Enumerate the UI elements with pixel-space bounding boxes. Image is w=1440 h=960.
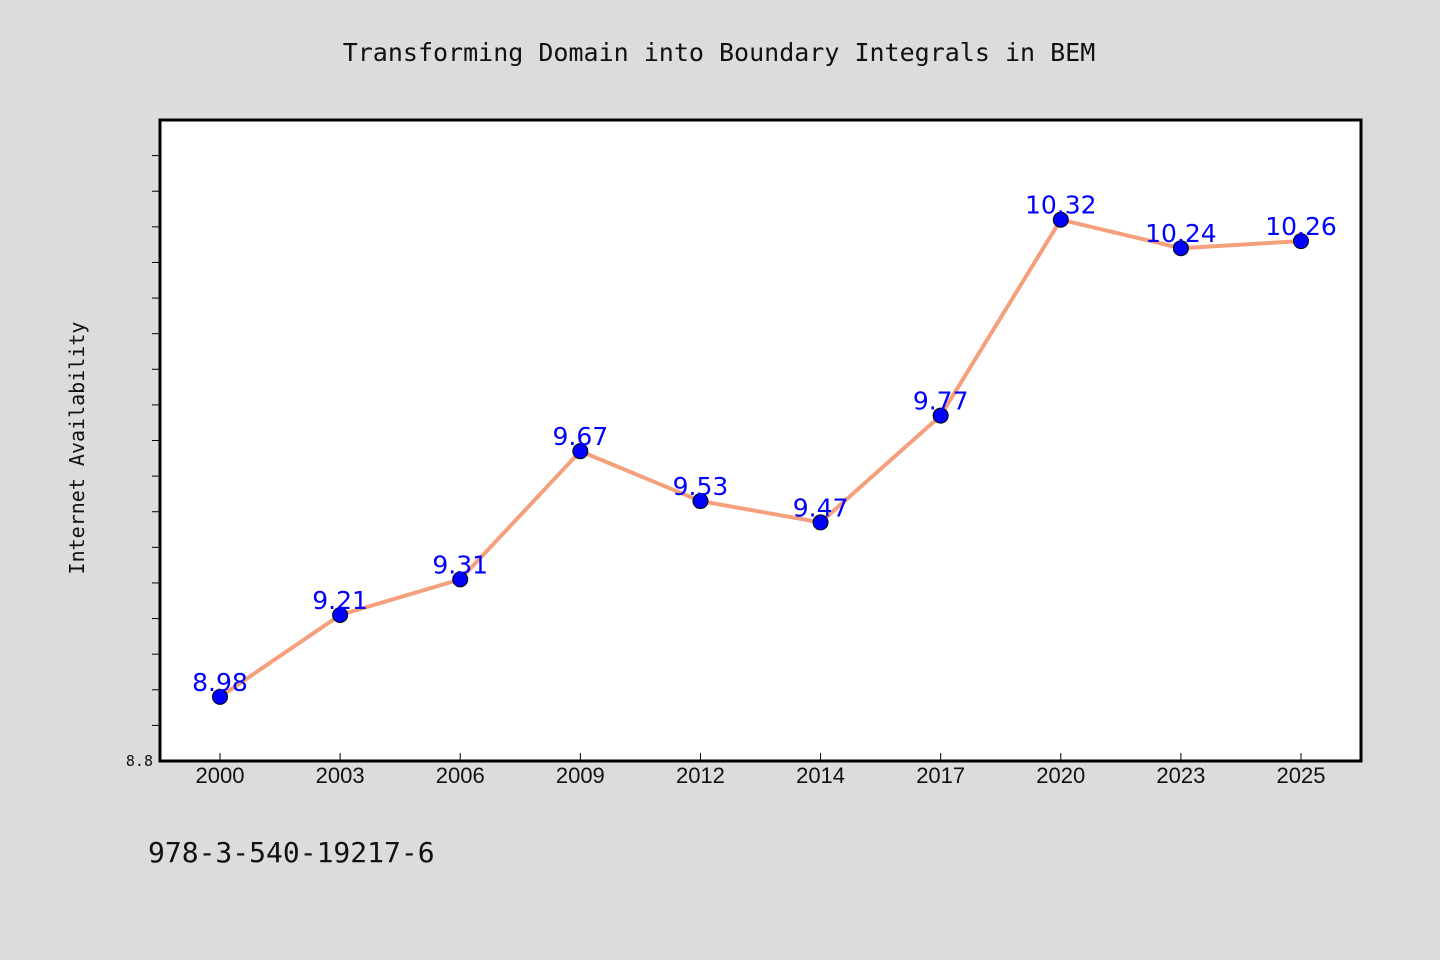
data-point-marker [1293, 233, 1309, 250]
data-label: 9.47 [793, 493, 849, 522]
data-label: 9.53 [673, 472, 729, 501]
chart-title: Transforming Domain into Boundary Integr… [343, 38, 1096, 67]
data-point-marker [932, 407, 949, 424]
y-tick-label: 8.8 [126, 752, 153, 770]
data-labels-group: 8.98 9.21 9.31 9.67 9.53 9.47 9.77 10.32 10.24 10… [192, 191, 1337, 697]
data-label: 9.67 [552, 422, 608, 451]
data-point-marker [1052, 211, 1069, 228]
x-tick-label: 2020 [1036, 763, 1085, 788]
x-tick-label: 2006 [436, 763, 485, 788]
plot-area [158, 118, 1363, 763]
data-point-marker [572, 443, 589, 460]
series-line-group [218, 217, 1302, 699]
series-markers-group [212, 211, 1309, 705]
x-tick-label: 2012 [676, 763, 725, 788]
x-tick-label: 2000 [196, 763, 245, 788]
data-label: 9.77 [913, 387, 969, 416]
data-point-marker [692, 493, 709, 510]
data-label: 9.21 [312, 586, 368, 615]
x-tick-label: 2025 [1277, 763, 1326, 788]
x-tick-label: 2023 [1156, 763, 1205, 788]
data-point-marker [812, 514, 829, 531]
y-axis-ticks: 8.8 [126, 155, 160, 770]
data-label: 8.98 [192, 668, 248, 697]
series-line [218, 217, 1302, 699]
data-label: 9.31 [432, 550, 488, 579]
x-tick-label: 2017 [916, 763, 965, 788]
footnote-isbn: 978-3-540-19217-6 [148, 836, 435, 869]
x-tick-label: 2003 [316, 763, 365, 788]
x-tick-label: 2009 [556, 763, 605, 788]
y-axis-label: Internet Availability [65, 322, 89, 575]
data-point-marker [212, 688, 228, 705]
data-label: 10.26 [1265, 212, 1337, 241]
x-axis-ticks: 2000 2003 2006 2009 2012 2014 2017 2020 2023 2025 [196, 753, 1326, 788]
data-point-marker [1172, 240, 1189, 257]
x-tick-label: 2014 [796, 763, 845, 788]
data-point-marker [452, 571, 469, 588]
data-point-marker [332, 606, 349, 623]
data-label: 10.32 [1025, 191, 1097, 220]
data-label: 10.24 [1145, 219, 1217, 248]
